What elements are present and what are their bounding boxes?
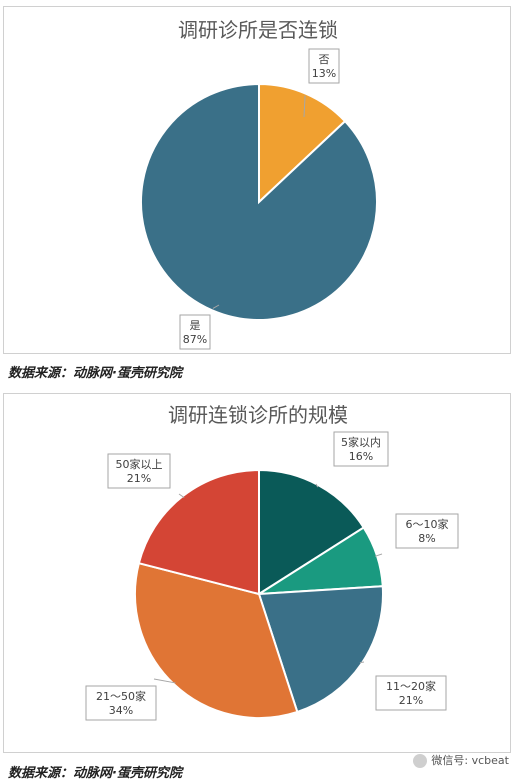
pie-slice xyxy=(137,468,260,596)
slice-label: 否 xyxy=(319,53,330,66)
callout-box xyxy=(85,685,157,721)
callout-box xyxy=(333,431,389,467)
leader-line xyxy=(303,95,306,118)
callout-box xyxy=(107,453,171,489)
slice-percent-label: 16% xyxy=(349,450,373,463)
slice-percent-label: 87% xyxy=(183,333,207,346)
chart-title: 调研连锁诊所的规模 xyxy=(168,403,348,427)
wechat-icon xyxy=(413,754,428,768)
data-source-caption: 数据来源：动脉网·蛋壳研究院 xyxy=(8,366,182,381)
slice-percent-label: 13% xyxy=(312,67,336,80)
chart-title: 调研诊所是否连锁 xyxy=(178,18,338,42)
leader-line xyxy=(374,553,383,557)
pie-slice xyxy=(258,468,366,596)
slice-label: 是 xyxy=(190,319,201,332)
slice-percent-label: 21% xyxy=(127,472,151,485)
pie-slice xyxy=(257,585,384,714)
slice-label: 6～10家 xyxy=(406,517,449,531)
leader-line xyxy=(212,304,220,309)
slice-label: 5家以内 xyxy=(341,435,381,449)
pie-slice xyxy=(140,82,378,321)
wechat-watermark: 微信号: vcbeat xyxy=(413,752,509,768)
chart-panel-1: 调研诊所是否连锁 否 13% 是 87% xyxy=(3,6,511,354)
leader-line xyxy=(153,678,176,684)
callout-box xyxy=(308,48,340,84)
data-source-caption: 数据来源：动脉网·蛋壳研究院 xyxy=(8,766,182,781)
slice-label: 50家以上 xyxy=(116,457,163,471)
slice-label: 11～20家 xyxy=(386,679,436,693)
slice-percent-label: 34% xyxy=(109,704,133,717)
pie-slice xyxy=(258,82,347,205)
slice-percent-label: 21% xyxy=(399,694,423,707)
callout-box xyxy=(375,675,447,711)
pie-chart-chain-scale: 调研连锁诊所的规模 5家以内16%6～10家8%11～20家21%21～50家3… xyxy=(85,403,459,721)
slice-percent-label: 8% xyxy=(418,532,435,545)
watermark-text: 微信号: vcbeat xyxy=(431,754,509,767)
callout-box xyxy=(395,513,459,549)
callout-box xyxy=(179,314,211,350)
leader-line xyxy=(359,661,365,664)
chart-panel-2: 调研连锁诊所的规模 5家以内 16% 6～10家 8% 11～20家 21% 21～50家 3… xyxy=(3,393,511,753)
pie-chart-clinic-chain: 调研诊所是否连锁 否13% 是87% xyxy=(140,18,378,350)
leader-line xyxy=(315,483,319,488)
slice-label: 21～50家 xyxy=(96,689,146,703)
pie-slice xyxy=(134,561,299,719)
leader-line xyxy=(178,493,185,499)
